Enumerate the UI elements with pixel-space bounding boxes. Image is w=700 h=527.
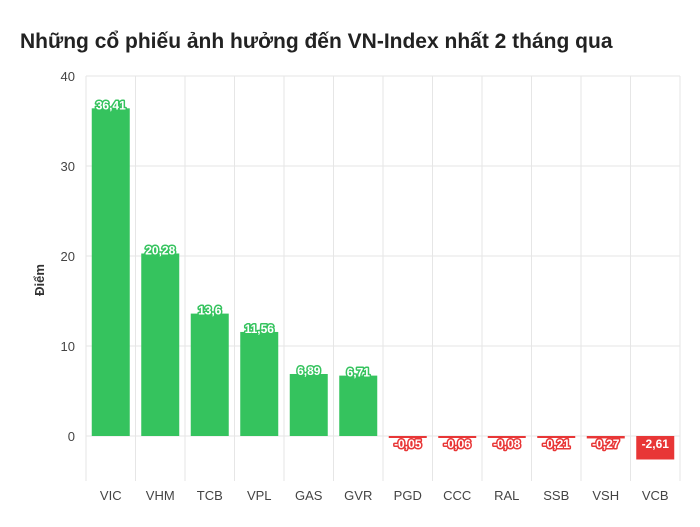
bar-gas [289,373,328,436]
data-label-vsh: -0,27 [592,437,620,451]
data-label-gas: 6,89 [297,364,321,378]
y-axis-label: Điểm [32,264,47,296]
x-tick-label: VPL [247,488,272,503]
data-label-vcb: -2,61 [642,437,670,451]
bar-vpl [240,331,279,436]
data-label-vic: 36,41 [96,98,126,112]
bar-ral [487,436,526,438]
bar-vhm [141,253,180,436]
x-tick-label: VSH [592,488,619,503]
bar-vic [91,108,130,436]
gridlines [85,75,681,481]
y-tick-label: 30 [61,159,75,174]
data-label-ssb: -0,21 [543,437,571,451]
bar-vcb [636,436,675,460]
bar-tcb [190,313,229,436]
data-label-ral: -0,08 [493,437,521,451]
data-label-vhm: 20,28 [145,243,175,257]
x-tick-label: VHM [146,488,175,503]
bars [91,108,675,460]
x-tick-label: RAL [494,488,519,503]
y-tick-label: 40 [61,69,75,84]
data-label-ccc: -0,06 [444,437,472,451]
x-tick-label: TCB [197,488,223,503]
data-labels: 36,41 20,28 13,6 11,56 6,89 6,71 -0,05 -0,06 -0,… [94,97,671,453]
bar-vsh [586,436,625,439]
bar-pgd [388,436,427,438]
bar-ssb [537,436,576,438]
x-tick-label: VCB [642,488,669,503]
y-tick-label: 0 [68,429,75,444]
bar-gvr [339,375,378,436]
y-tick-label: 10 [61,339,75,354]
x-tick-label: PGD [394,488,422,503]
x-tick-label: VIC [100,488,122,503]
x-tick-label: CCC [443,488,471,503]
y-tick-label: 20 [61,249,75,264]
data-label-vpl: 11,56 [245,322,275,336]
data-label-tcb: 13,6 [198,304,222,318]
x-tick-label: GAS [295,488,323,503]
chart-title: Những cổ phiếu ảnh hưởng đến VN-Index nh… [20,30,613,53]
x-tick-label: SSB [543,488,569,503]
x-tick-label: GVR [344,488,372,503]
bar-ccc [438,436,477,438]
data-label-pgd: -0,05 [394,437,422,451]
data-label-gvr: 6,71 [347,366,371,380]
x-axis: VIC VHM TCB VPL GAS GVR PGD CCC RAL SSB VSH VCB [100,488,669,503]
y-axis: 0 10 20 30 40 [61,69,75,444]
